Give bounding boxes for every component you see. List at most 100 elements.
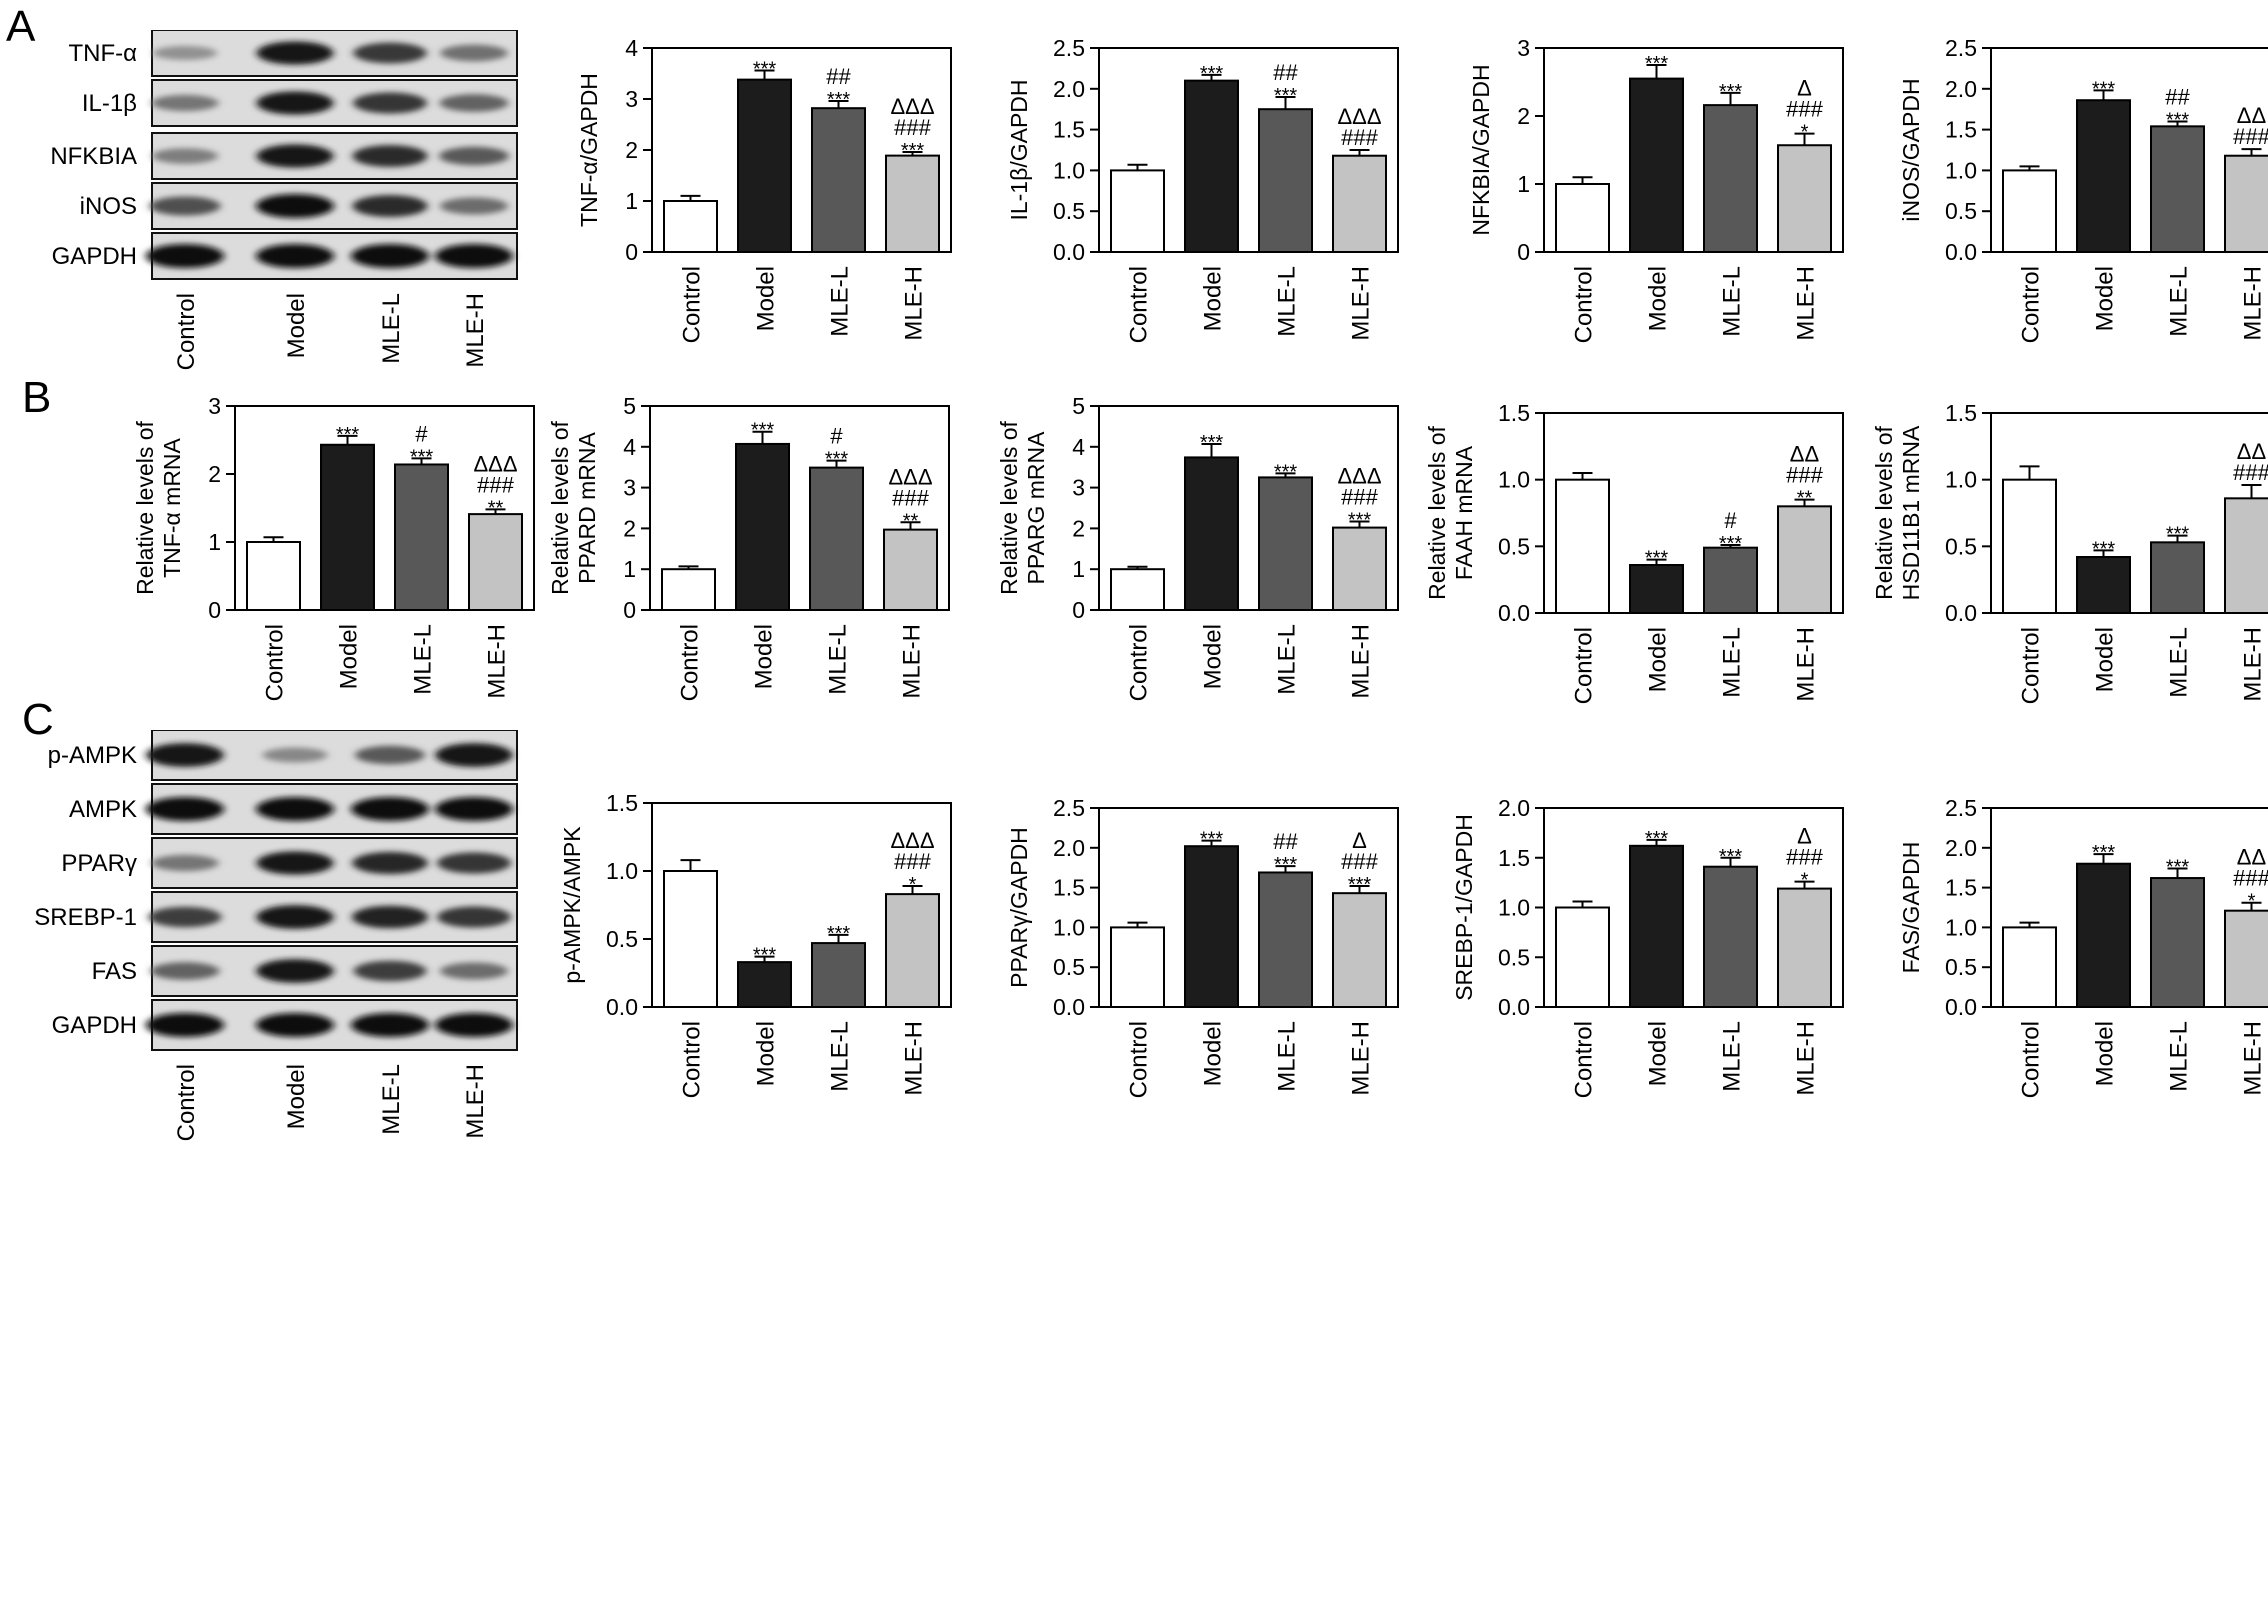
- y-tick-label: 2: [1517, 103, 1530, 129]
- blot-svg: p-AMPK AMPK PPARγ SREBP-1 FAS GAPDH Control Mod…: [34, 730, 518, 1141]
- bar-control: [1110, 565, 1165, 611]
- blot-band: [256, 905, 334, 929]
- bar-rect: [1555, 478, 1610, 614]
- significance-label: ΔΔΔ: [1337, 463, 1381, 488]
- plot-frame: [1543, 412, 1844, 614]
- bar-model: ***: [1629, 53, 1684, 253]
- blot-row-label: SREBP-1: [34, 904, 137, 931]
- significance-label: ###: [894, 849, 931, 874]
- blot-band: [153, 45, 217, 61]
- bar-control: [1555, 176, 1610, 253]
- significance-label: **: [488, 497, 504, 519]
- significance-label: #: [415, 421, 428, 446]
- y-axis-label: iNOS/GAPDH: [1898, 78, 1924, 221]
- bar-rect: [1703, 546, 1758, 615]
- y-tick-label: 0.0: [1498, 994, 1530, 1020]
- bar-control: [1110, 921, 1165, 1008]
- blot-band: [352, 195, 428, 217]
- bar-mle-h: ***###ΔΔΔ: [1332, 463, 1387, 611]
- blot-row-gapdh: GAPDH: [52, 232, 518, 280]
- x-tick-label-mle-l: MLE-L: [827, 266, 854, 337]
- bar-rect: [737, 78, 792, 254]
- bar-control: [661, 565, 716, 611]
- x-tick-label-mle-l: MLE-L: [410, 624, 437, 695]
- significance-label: #: [830, 424, 843, 449]
- y-tick-label: 0.0: [1498, 600, 1530, 626]
- y-tick-label: 2: [208, 461, 221, 487]
- significance-label: ###: [894, 115, 931, 140]
- bar-mle-l: ***: [1703, 846, 1758, 1008]
- blot-lane-label-mle-h: MLE-H: [462, 1064, 489, 1139]
- bar-rect: [737, 961, 792, 1008]
- bar-rect: [1703, 865, 1758, 1008]
- bar-rect: [246, 541, 301, 611]
- significance-label: ***: [1645, 828, 1669, 850]
- blot-band: [352, 145, 428, 167]
- y-tick-label: 2.5: [1053, 35, 1085, 61]
- y-axis-label: TNF-α mRNA: [159, 437, 185, 577]
- bar-rect: [2002, 926, 2057, 1008]
- blot-lane-label-mle-l: MLE-L: [378, 293, 405, 364]
- chart-svg: 0 1 2 3 4 5 Relative levels of PPARD mRNA Contro…: [547, 393, 950, 701]
- blot-band: [439, 94, 509, 112]
- blot-band: [256, 244, 334, 268]
- x-tick-label-control: Control: [679, 1021, 706, 1098]
- panel-letter-c: C: [22, 695, 54, 744]
- bar-mle-l: ***##: [1258, 60, 1313, 253]
- bar-mle-l: ***#: [394, 421, 449, 612]
- bar-rect: [735, 442, 790, 611]
- plot-frame: [1990, 412, 2268, 614]
- significance-label: ###: [2233, 124, 2268, 149]
- bar-rect: [2224, 154, 2268, 253]
- y-axis-label: HSD11B1 mRNA: [1898, 425, 1924, 600]
- y-tick-label: 3: [1072, 475, 1085, 501]
- bar-rect: [1332, 526, 1387, 611]
- x-tick-label-mle-h: MLE-H: [1793, 266, 1820, 341]
- bar-control: [2002, 465, 2057, 614]
- significance-label: ***: [827, 923, 851, 945]
- plot-frame: [1990, 807, 2268, 1008]
- y-tick-label: 1.0: [1945, 157, 1977, 183]
- significance-label: ###: [1786, 463, 1823, 488]
- bar-mle-h: **###ΔΔΔ: [883, 464, 938, 611]
- significance-label: *: [1801, 870, 1809, 892]
- y-tick-label: 3: [625, 86, 638, 112]
- bar-mle-l: ***: [2150, 856, 2205, 1008]
- x-tick-label-mle-h: MLE-H: [901, 266, 928, 341]
- bar-rect: [1555, 183, 1610, 253]
- blot-band: [146, 1013, 224, 1037]
- y-tick-label: 1.5: [1498, 845, 1530, 871]
- plot-frame: [1098, 405, 1399, 611]
- bar-rect: [809, 466, 864, 611]
- y-tick-label: 1.5: [1945, 117, 1977, 143]
- plot-frame: [234, 405, 535, 611]
- bar-model: ***: [2076, 842, 2131, 1008]
- blot-band: [256, 91, 334, 115]
- bar-rect: [1332, 892, 1387, 1008]
- blot-band: [437, 906, 511, 928]
- y-tick-label: 1.0: [1053, 914, 1085, 940]
- blot-band: [256, 797, 334, 821]
- bar-control: [2002, 921, 2057, 1008]
- blot-svg: TNF-α IL-1β NFKBIA iNOS GAPDH Control Model MLE…: [50, 30, 518, 370]
- bar-model: ***: [1184, 829, 1239, 1009]
- bar-model: ***: [1629, 828, 1684, 1009]
- significance-label: ***: [1274, 854, 1298, 876]
- blot-lane-label-control: Control: [173, 1064, 200, 1141]
- bar-rect: [2076, 99, 2131, 253]
- x-tick-label-mle-h: MLE-H: [1348, 1021, 1375, 1096]
- bar-mle-l: ***: [811, 923, 866, 1008]
- significance-label: *: [1801, 122, 1809, 144]
- bar-rect: [885, 893, 940, 1008]
- significance-label: ***: [410, 446, 434, 468]
- x-tick-label-mle-h: MLE-H: [1793, 627, 1820, 702]
- bar-rect: [885, 154, 940, 253]
- y-tick-label: 1.5: [1498, 400, 1530, 426]
- chart-svg: 0 1 2 3 4 5 Relative levels of PPARG mRNA Contro…: [996, 393, 1399, 701]
- y-tick-label: 2.0: [1945, 835, 1977, 861]
- blot-band: [351, 1013, 429, 1037]
- bar-model: ***: [320, 424, 375, 612]
- bar-rect: [2150, 125, 2205, 253]
- bar-rect: [2224, 497, 2268, 614]
- bar-rect: [1110, 568, 1165, 611]
